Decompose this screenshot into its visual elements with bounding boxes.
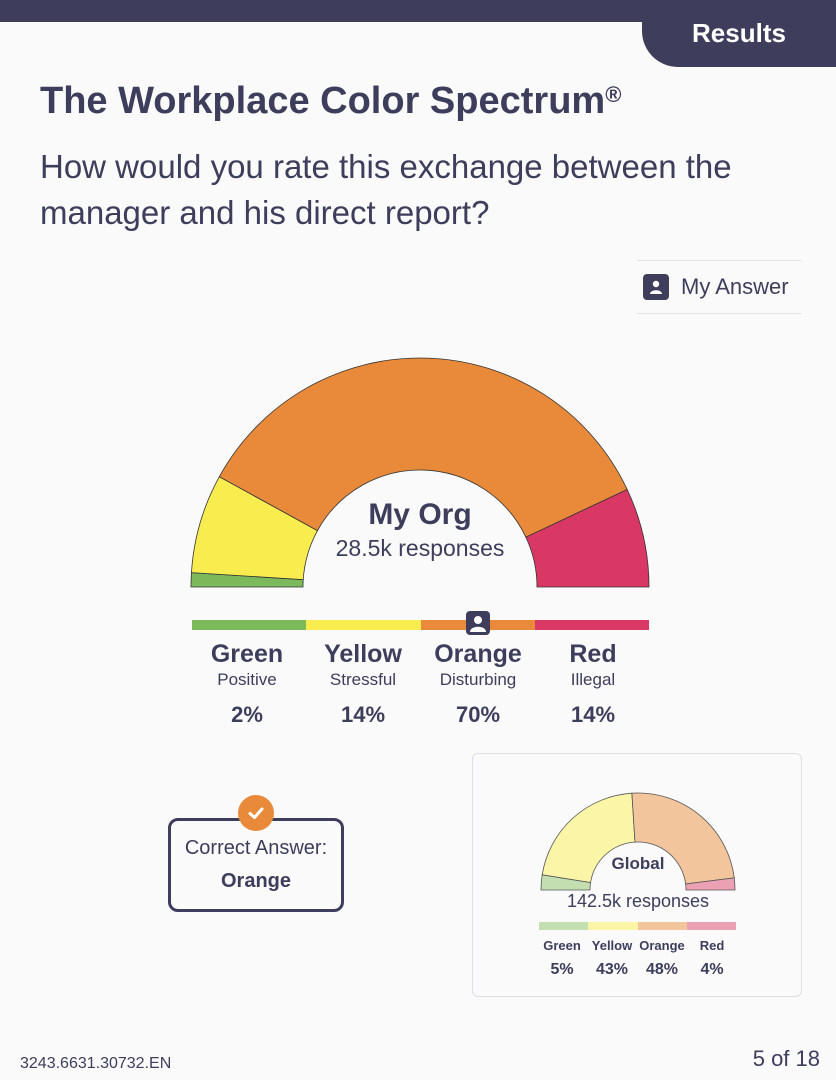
category-name: Yellow	[324, 640, 402, 668]
global-category-red: Red 4%	[687, 938, 737, 979]
checkmark-icon	[238, 795, 274, 831]
my-org-title: My Org	[368, 498, 472, 531]
category-pct: 2%	[231, 702, 263, 727]
global-color-bar	[539, 922, 736, 930]
global-category-pct: 43%	[595, 961, 629, 978]
my-answer-label: My Answer	[681, 274, 789, 299]
correct-answer-value: Orange	[220, 870, 292, 892]
category-red: Red Illegal 14%	[536, 640, 650, 728]
my-org-slice-orange	[218, 357, 628, 538]
category-pct: 14%	[570, 702, 616, 727]
global-slice-orange	[631, 792, 735, 885]
correct-answer-label: Correct Answer:	[184, 837, 328, 859]
my-org-gauge	[190, 357, 650, 588]
global-category-pct: 4%	[700, 961, 724, 978]
global-category-name: Orange	[639, 938, 685, 953]
my-org-responses: 28.5k responses	[335, 535, 505, 561]
registered-mark: ®	[605, 82, 622, 107]
global-gauge	[540, 792, 736, 891]
global-category-yellow: Yellow 43%	[587, 938, 637, 979]
category-desc: Illegal	[570, 670, 616, 689]
global-results-card: Global 142.5k responses Green 5% Yellow …	[472, 753, 802, 997]
top-bar	[0, 0, 836, 22]
category-desc: Stressful	[329, 670, 397, 689]
person-icon	[643, 274, 669, 300]
my-answer-marker-icon	[466, 611, 490, 640]
category-name: Orange	[434, 640, 522, 668]
global-category-orange: Orange 48%	[637, 938, 687, 979]
results-tab[interactable]: Results	[642, 0, 836, 67]
my-answer-legend: My Answer	[637, 260, 802, 314]
category-name: Red	[569, 640, 617, 668]
global-title: Global	[611, 854, 665, 873]
global-bar-orange	[637, 922, 687, 930]
document-code: 3243.6631.30732.EN	[20, 1055, 172, 1072]
question-text: How would you rate this exchange between…	[40, 148, 732, 231]
category-pct: 14%	[340, 702, 386, 727]
global-bar-green	[539, 922, 589, 930]
global-category-name: Yellow	[591, 938, 633, 953]
page-title-text: The Workplace Color Spectrum	[40, 80, 606, 122]
color-bar-green	[192, 620, 307, 630]
global-bar-yellow	[588, 922, 638, 930]
global-category-pct: 5%	[550, 961, 574, 978]
global-responses: 142.5k responses	[566, 891, 710, 911]
category-pct: 70%	[455, 702, 501, 727]
category-desc: Disturbing	[439, 670, 517, 689]
my-org-slice-red	[525, 488, 650, 588]
my-org-color-bar	[192, 620, 649, 630]
global-category-pct: 48%	[645, 961, 679, 978]
results-tab-label: Results	[692, 18, 786, 48]
global-category-name: Red	[699, 938, 725, 953]
category-name: Green	[210, 640, 284, 668]
category-yellow: Yellow Stressful 14%	[306, 640, 420, 728]
global-slice-red	[685, 877, 736, 891]
global-bar-red	[686, 922, 736, 930]
correct-answer-box: Correct Answer: Orange	[168, 818, 344, 912]
page-title: The Workplace Color Spectrum®	[40, 80, 621, 123]
global-category-green: Green 5%	[537, 938, 587, 979]
color-bar-red	[534, 620, 649, 630]
page-indicator: 5 of 18	[752, 1046, 820, 1071]
category-desc: Positive	[217, 670, 277, 689]
color-bar-yellow	[306, 620, 421, 630]
category-green: Green Positive 2%	[190, 640, 304, 728]
category-orange: Orange Disturbing 70%	[421, 640, 535, 728]
global-category-name: Green	[543, 938, 581, 953]
